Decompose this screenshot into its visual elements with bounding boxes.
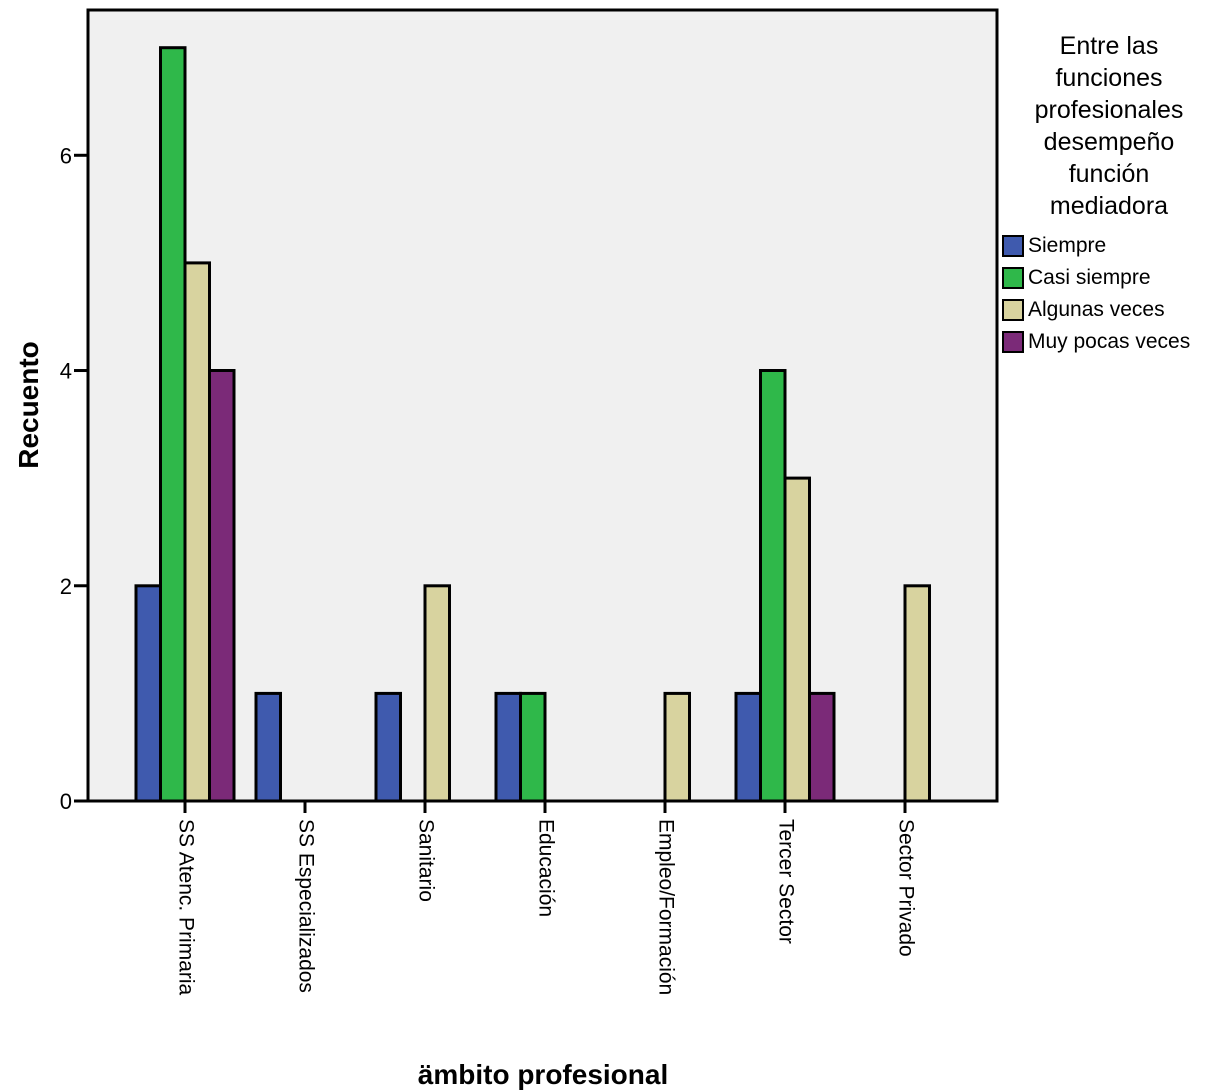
bar-casi-siempre-5: [759, 369, 787, 803]
bar-casi-siempre-0: [159, 46, 187, 803]
y-axis: 0 2 4 6: [60, 143, 88, 814]
x-tick-label: SS Especializados: [294, 819, 317, 993]
bar-algunas-veces-6: [903, 584, 931, 803]
legend-title-line: función: [1068, 160, 1150, 188]
x-tick-label: Sector Privado: [894, 819, 917, 957]
x-tick-label: Sanitario: [414, 819, 437, 902]
legend-label: Siempre: [1028, 234, 1107, 257]
bar-algunas-veces-4: [663, 691, 691, 803]
legend-title: Entre las funciones profesionales desemp…: [1002, 30, 1216, 222]
y-tick-label: 0: [60, 789, 72, 814]
y-tick-label: 6: [60, 143, 72, 168]
legend-item-casi-siempre: Casi siempre: [1002, 262, 1216, 294]
legend-item-siempre: Siempre: [1002, 230, 1216, 262]
legend-label: Muy pocas veces: [1028, 330, 1191, 353]
y-tick-label: 2: [60, 574, 72, 599]
bar-siempre-3: [494, 691, 522, 803]
legend-title-line: profesionales: [1034, 96, 1184, 124]
legend-title-line: Entre las: [1059, 32, 1159, 60]
legend-swatch: [1002, 331, 1024, 353]
x-tick-label: Educación: [534, 819, 557, 917]
bar-muy-pocas-veces-5: [808, 691, 836, 803]
legend-swatch: [1002, 235, 1024, 257]
plot-frame: [86, 8, 999, 803]
legend-swatch: [1002, 267, 1024, 289]
legend: Entre las funciones profesionales desemp…: [1002, 30, 1216, 358]
legend-label: Casi siempre: [1028, 266, 1151, 289]
legend-item-muy-pocas-veces: Muy pocas veces: [1002, 326, 1216, 358]
bar-muy-pocas-veces-0: [208, 369, 236, 803]
bar-algunas-veces-0: [183, 261, 211, 803]
legend-item-algunas-veces: Algunas veces: [1002, 294, 1216, 326]
x-tick-label: Empleo/Formación: [654, 819, 677, 995]
x-tick-label: SS Atenc. Primaria: [174, 819, 197, 996]
x-tick-label: Tercer Sector: [774, 819, 797, 944]
legend-swatch: [1002, 299, 1024, 321]
legend-title-line: desempeño: [1043, 128, 1175, 156]
legend-title-line: mediadora: [1049, 192, 1169, 220]
plot-area: [88, 10, 997, 801]
bar-siempre-1: [254, 691, 282, 803]
bar-siempre-0: [134, 584, 162, 803]
legend-label: Algunas veces: [1028, 298, 1165, 321]
bar-siempre-5: [734, 691, 762, 803]
y-axis-label: Recuento: [13, 341, 44, 469]
x-axis: SS Atenc. Primaria SS Especializados Sanit…: [174, 801, 917, 996]
bar-siempre-2: [374, 691, 402, 803]
x-axis-label: ämbito profesional: [418, 1059, 668, 1090]
legend-title-line: funciones: [1055, 64, 1163, 92]
bar-algunas-veces-5: [783, 476, 811, 803]
y-tick-label: 4: [60, 359, 72, 384]
bar-algunas-veces-2: [423, 584, 451, 803]
bars-group: [134, 46, 931, 803]
bar-casi-siempre-3: [519, 691, 547, 803]
